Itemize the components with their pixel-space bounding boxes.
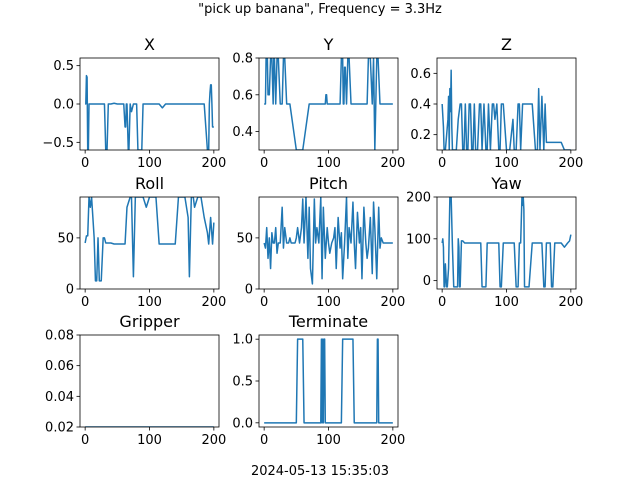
z-ytick-label: 0.4 bbox=[410, 98, 431, 113]
terminate-xtick-label: 0 bbox=[260, 433, 268, 448]
terminate-title: Terminate bbox=[288, 312, 368, 331]
yaw-xtick-label: 200 bbox=[558, 295, 583, 310]
gripper-title: Gripper bbox=[119, 312, 180, 331]
gripper-ytick-label: 0.08 bbox=[45, 329, 74, 344]
figure-suptitle: "pick up banana", Frequency = 3.3Hz bbox=[198, 2, 442, 17]
yaw-ytick-label: 200 bbox=[406, 191, 431, 206]
subplot-roll: 0 100 200 0 50 Roll bbox=[57, 174, 226, 310]
roll-title: Roll bbox=[135, 174, 164, 193]
gripper-axes-frame bbox=[79, 334, 220, 428]
yaw-ytick-label: 100 bbox=[406, 232, 431, 247]
pitch-xtick-label: 200 bbox=[380, 295, 405, 310]
z-xtick-label: 200 bbox=[558, 156, 583, 171]
pitch-title: Pitch bbox=[309, 174, 348, 193]
z-ytick-label: 0.2 bbox=[410, 128, 431, 143]
yaw-xtick-label: 100 bbox=[494, 295, 519, 310]
y-title: Y bbox=[323, 35, 334, 54]
y-series-line-0 bbox=[264, 58, 393, 150]
terminate-ytick-label: 0.0 bbox=[232, 416, 253, 431]
yaw-xtick-label: 0 bbox=[438, 295, 446, 310]
x-ytick-label: 0.5 bbox=[53, 59, 74, 74]
roll-series-line-0 bbox=[84, 197, 215, 282]
roll-ytick-label: 50 bbox=[57, 231, 74, 246]
subplot-pitch: 0 100 200 0 50 Pitch bbox=[236, 174, 405, 310]
gripper-xtick-label: 100 bbox=[137, 433, 162, 448]
roll-ytick-label: 0 bbox=[66, 283, 74, 298]
subplot-x: 0 100 200 −0.5 0.0 0.5 X bbox=[42, 35, 226, 171]
x-series-line-0 bbox=[85, 74, 214, 150]
yaw-ytick-label: 0 bbox=[423, 274, 431, 289]
y-xtick-label: 100 bbox=[316, 156, 341, 171]
x-ytick-label: −0.5 bbox=[42, 136, 74, 151]
pitch-series-line-0 bbox=[263, 197, 393, 285]
figure-footer-timestamp: 2024-05-13 15:35:03 bbox=[251, 464, 389, 479]
terminate-xtick-label: 200 bbox=[380, 433, 405, 448]
subplot-gripper: 0 100 200 0.02 0.04 0.06 0.08 Gripper bbox=[45, 312, 226, 448]
z-series-line-0 bbox=[441, 69, 571, 150]
y-ytick-label: 0.6 bbox=[232, 88, 253, 103]
gripper-xtick-label: 200 bbox=[201, 433, 226, 448]
pitch-xtick-label: 100 bbox=[316, 295, 341, 310]
z-title: Z bbox=[501, 35, 512, 54]
terminate-ytick-label: 1.0 bbox=[232, 333, 253, 348]
pitch-xtick-label: 0 bbox=[260, 295, 268, 310]
z-xtick-label: 0 bbox=[438, 156, 446, 171]
gripper-ytick-label: 0.06 bbox=[45, 359, 74, 374]
gripper-ytick-label: 0.02 bbox=[45, 421, 74, 436]
x-title: X bbox=[144, 35, 155, 54]
subplot-grid: 0 100 200 −0.5 0.0 0.5 X 0 100 200 0.4 0.6 0.8 Y 0 100 2… bbox=[42, 35, 583, 448]
yaw-title: Yaw bbox=[490, 174, 521, 193]
x-ytick-label: 0.0 bbox=[53, 98, 74, 113]
subplot-y: 0 100 200 0.4 0.6 0.8 Y bbox=[232, 35, 405, 171]
pitch-ytick-label: 50 bbox=[236, 231, 253, 246]
roll-xtick-label: 100 bbox=[137, 295, 162, 310]
x-xtick-label: 200 bbox=[201, 156, 226, 171]
subplot-terminate: 0 100 200 0.0 0.5 1.0 Terminate bbox=[232, 312, 405, 448]
subplot-z: 0 100 200 0.2 0.4 0.6 Z bbox=[410, 35, 583, 171]
roll-xtick-label: 0 bbox=[81, 295, 89, 310]
z-xtick-label: 100 bbox=[494, 156, 519, 171]
terminate-ytick-label: 0.5 bbox=[232, 375, 253, 390]
subplot-yaw: 0 100 200 0 100 200 Yaw bbox=[406, 174, 583, 310]
x-xtick-label: 0 bbox=[81, 156, 89, 171]
y-xtick-label: 200 bbox=[380, 156, 405, 171]
gripper-ytick-label: 0.04 bbox=[45, 390, 74, 405]
pitch-ytick-label: 0 bbox=[245, 283, 253, 298]
yaw-series-line-0 bbox=[441, 197, 572, 288]
y-ytick-label: 0.8 bbox=[232, 52, 253, 67]
roll-xtick-label: 200 bbox=[201, 295, 226, 310]
y-ytick-label: 0.4 bbox=[232, 125, 253, 140]
y-xtick-label: 0 bbox=[260, 156, 268, 171]
gripper-xtick-label: 0 bbox=[81, 433, 89, 448]
z-ytick-label: 0.6 bbox=[410, 67, 431, 82]
terminate-xtick-label: 100 bbox=[316, 433, 341, 448]
terminate-series-line-0 bbox=[264, 338, 393, 424]
x-xtick-label: 100 bbox=[137, 156, 162, 171]
